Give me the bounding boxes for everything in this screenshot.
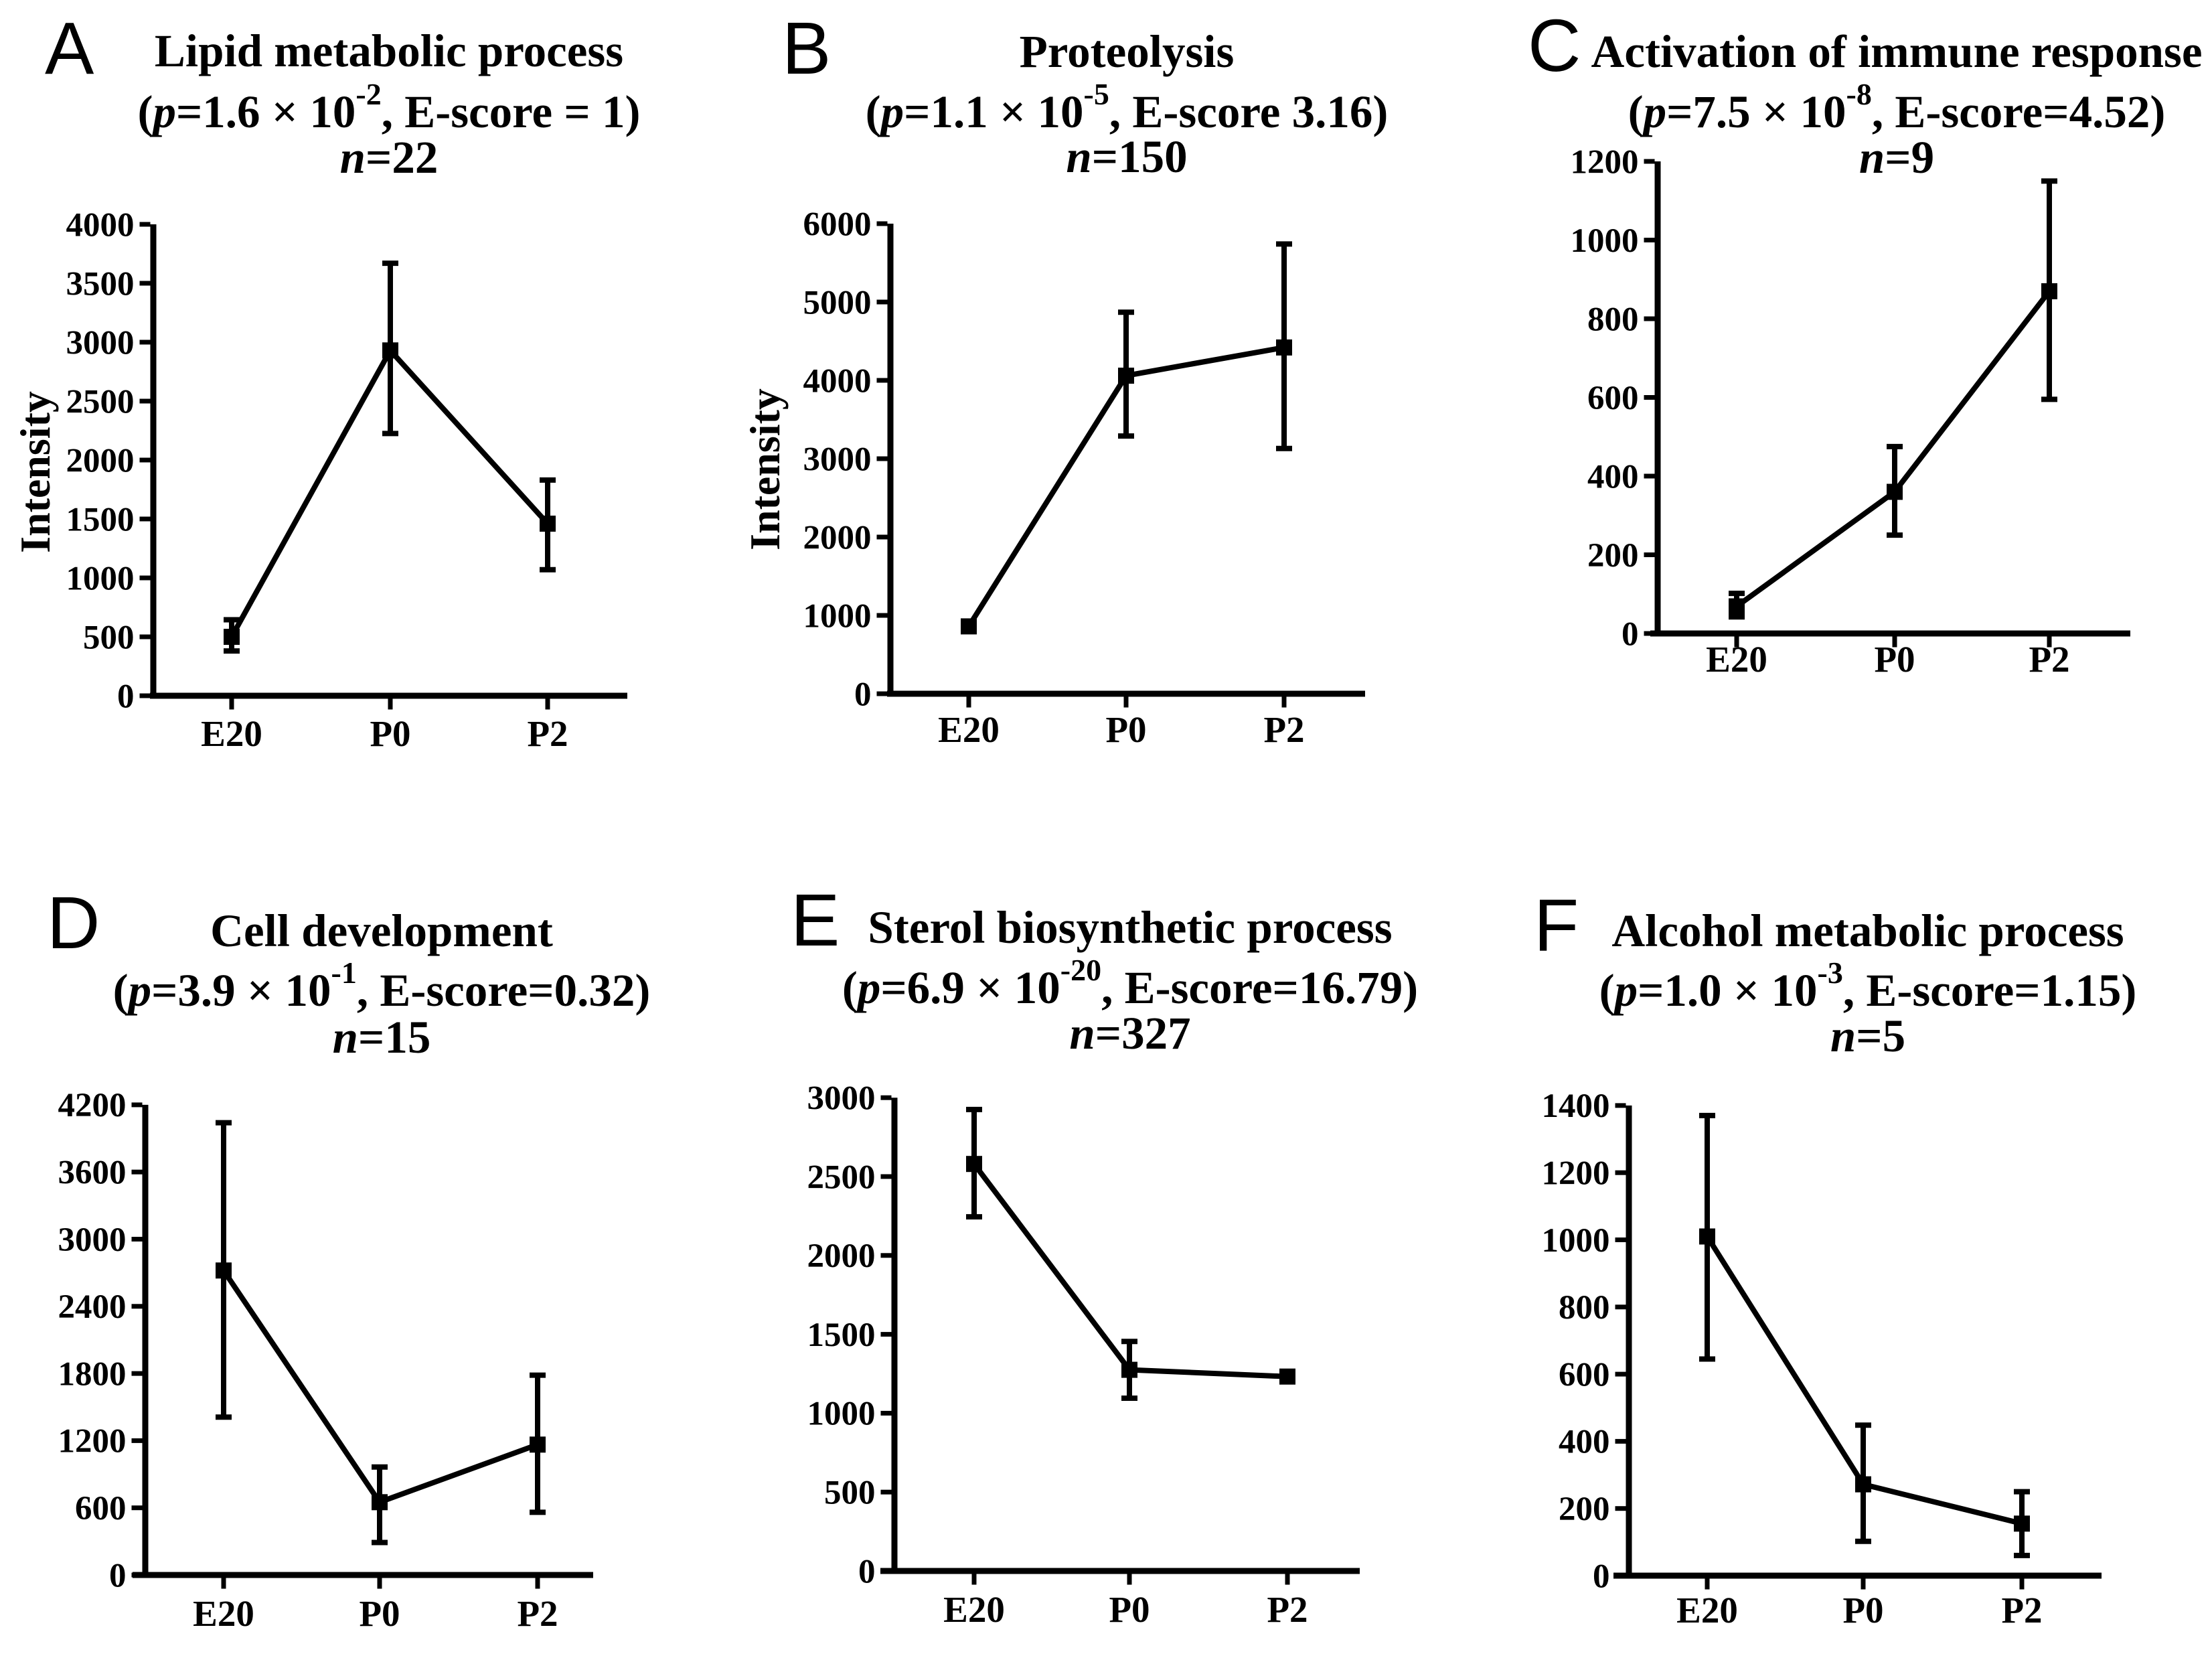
svg-text:5000: 5000 — [803, 284, 872, 321]
svg-text:3000: 3000 — [807, 1080, 876, 1118]
svg-text:400: 400 — [1559, 1424, 1610, 1461]
svg-text:1500: 1500 — [807, 1317, 876, 1354]
svg-text:2000: 2000 — [807, 1237, 876, 1275]
svg-text:F: F — [1534, 885, 1579, 967]
svg-text:3000: 3000 — [58, 1221, 127, 1259]
svg-text:Cell development: Cell development — [210, 905, 553, 956]
svg-text:n=22: n=22 — [340, 132, 439, 183]
svg-text:200: 200 — [1559, 1491, 1610, 1528]
svg-text:B: B — [782, 7, 831, 90]
svg-text:A: A — [45, 7, 94, 90]
svg-text:(p=1.1 × 10-5​, E-score 3.16): (p=1.1 × 10-5​, E-score 3.16) — [866, 77, 1389, 137]
svg-text:1000: 1000 — [66, 560, 135, 597]
svg-text:Sterol biosynthetic process: Sterol biosynthetic process — [868, 902, 1392, 953]
svg-text:E20: E20 — [1706, 639, 1767, 680]
svg-text:E20: E20 — [201, 713, 262, 754]
svg-text:2400: 2400 — [58, 1288, 127, 1326]
svg-text:500: 500 — [83, 619, 135, 656]
svg-text:E20: E20 — [938, 709, 1000, 750]
svg-text:1500: 1500 — [66, 501, 135, 538]
svg-text:P0: P0 — [370, 713, 410, 754]
svg-text:1000: 1000 — [1542, 1222, 1610, 1260]
svg-text:2000: 2000 — [66, 442, 135, 479]
svg-text:3500: 3500 — [66, 265, 135, 303]
svg-text:P2: P2 — [2001, 1590, 2042, 1631]
svg-text:0: 0 — [109, 1557, 127, 1594]
svg-text:600: 600 — [75, 1490, 127, 1527]
svg-text:(p=1.0 × 10-3​, E-score=1.15): (p=1.0 × 10-3​, E-score=1.15) — [1599, 956, 2137, 1016]
svg-text:E20: E20 — [193, 1593, 254, 1634]
svg-text:1400: 1400 — [1542, 1087, 1610, 1125]
svg-text:Lipid metabolic process: Lipid metabolic process — [155, 25, 623, 76]
svg-text:3600: 3600 — [58, 1154, 127, 1192]
svg-text:P2: P2 — [2029, 639, 2069, 680]
svg-text:4000: 4000 — [66, 206, 135, 244]
svg-text:800: 800 — [1587, 301, 1639, 338]
svg-text:1000: 1000 — [807, 1396, 876, 1433]
svg-text:P2: P2 — [517, 1593, 558, 1634]
svg-text:n=15: n=15 — [333, 1012, 431, 1063]
svg-text:2000: 2000 — [803, 519, 872, 556]
svg-text:P2: P2 — [527, 713, 568, 754]
svg-text:400: 400 — [1587, 458, 1639, 496]
svg-text:P2: P2 — [1263, 709, 1304, 750]
svg-text:n=150: n=150 — [1066, 131, 1187, 182]
svg-text:4200: 4200 — [58, 1087, 127, 1124]
svg-text:(p=1.6 × 10-2​, E-score = 1): (p=1.6 × 10-2​, E-score = 1) — [138, 77, 641, 137]
svg-text:P2: P2 — [1267, 1589, 1308, 1630]
svg-text:0: 0 — [117, 678, 135, 715]
svg-text:P0: P0 — [359, 1593, 400, 1634]
svg-text:P0: P0 — [1109, 1589, 1150, 1630]
svg-text:4000: 4000 — [803, 362, 872, 400]
svg-text:Alcohol metabolic process: Alcohol metabolic process — [1611, 905, 2124, 956]
svg-text:0: 0 — [1622, 615, 1639, 653]
svg-text:2500: 2500 — [66, 383, 135, 421]
svg-text:1200: 1200 — [1542, 1155, 1610, 1193]
svg-text:3000: 3000 — [803, 441, 872, 478]
svg-text:1200: 1200 — [1571, 143, 1639, 181]
svg-text:3000: 3000 — [66, 324, 135, 362]
svg-text:200: 200 — [1587, 537, 1639, 575]
svg-text:6000: 6000 — [803, 206, 872, 243]
svg-text:D: D — [47, 882, 100, 964]
svg-text:0: 0 — [854, 676, 872, 713]
svg-text:E: E — [791, 879, 840, 962]
svg-text:E20: E20 — [943, 1589, 1005, 1630]
svg-text:800: 800 — [1559, 1289, 1610, 1327]
svg-text:500: 500 — [824, 1475, 876, 1512]
svg-text:P0: P0 — [1842, 1590, 1883, 1631]
svg-text:P0: P0 — [1105, 709, 1146, 750]
svg-text:n=327: n=327 — [1069, 1008, 1190, 1059]
svg-text:0: 0 — [1593, 1558, 1610, 1595]
svg-text:E20: E20 — [1676, 1590, 1738, 1631]
svg-text:C: C — [1528, 5, 1581, 87]
svg-text:600: 600 — [1559, 1356, 1610, 1394]
svg-text:1000: 1000 — [1571, 222, 1639, 260]
svg-text:1200: 1200 — [58, 1423, 127, 1460]
svg-text:Intensity: Intensity — [741, 388, 789, 550]
svg-text:2500: 2500 — [807, 1158, 876, 1196]
svg-text:n=5: n=5 — [1830, 1010, 1905, 1061]
svg-text:0: 0 — [858, 1553, 876, 1590]
svg-text:n=9: n=9 — [1859, 132, 1934, 183]
svg-text:Activation of immune response: Activation of immune response — [1591, 26, 2203, 77]
svg-text:1800: 1800 — [58, 1355, 127, 1393]
svg-text:600: 600 — [1587, 380, 1639, 417]
svg-text:(p=7.5 × 10-8​, E-score=4.52): (p=7.5 × 10-8​, E-score=4.52) — [1628, 77, 2166, 137]
svg-text:1000: 1000 — [803, 597, 872, 635]
svg-text:(p=6.9 × 10-20​, E-score=16.79: (p=6.9 × 10-20​, E-score=16.79) — [842, 953, 1418, 1013]
svg-text:Intensity: Intensity — [11, 391, 59, 553]
svg-text:(p=3.9 × 10-1​, E-score=0.32): (p=3.9 × 10-1​, E-score=0.32) — [113, 956, 651, 1016]
svg-text:Proteolysis: Proteolysis — [1020, 26, 1235, 77]
svg-text:P0: P0 — [1874, 639, 1915, 680]
